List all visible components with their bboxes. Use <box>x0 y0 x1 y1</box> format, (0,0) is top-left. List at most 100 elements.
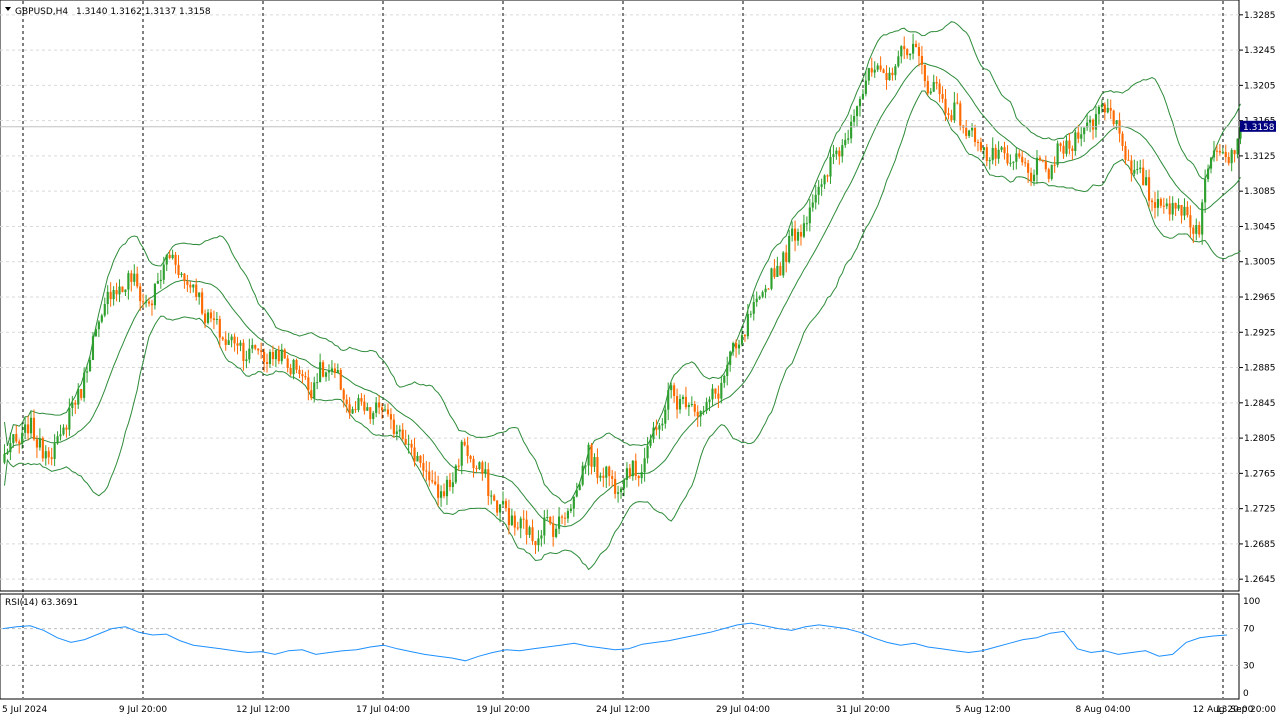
candle-body <box>569 508 572 512</box>
candle-body <box>1074 132 1077 152</box>
candle-body <box>906 49 909 56</box>
candle-body <box>6 452 9 454</box>
candle-body <box>894 66 897 76</box>
candle-body <box>628 468 631 477</box>
candle-body <box>549 516 552 524</box>
candle-body <box>1233 150 1236 155</box>
candle-body <box>431 480 434 482</box>
candle-body <box>1212 150 1216 158</box>
price-tick-label: 1.2925 <box>1244 328 1276 338</box>
candle-body <box>142 301 145 303</box>
price-tick-label: 1.3045 <box>1244 222 1276 232</box>
time-tick-label: 19 Jul 20:00 <box>476 705 530 715</box>
candle-body <box>560 516 564 518</box>
candle-body <box>460 441 463 466</box>
candle-body <box>681 396 685 400</box>
candle-body <box>1009 162 1012 164</box>
candle-body <box>708 399 711 402</box>
candle-body <box>286 358 289 368</box>
candle-body <box>307 377 310 391</box>
rsi-pane[interactable] <box>0 593 1240 700</box>
candle-body <box>1050 164 1053 179</box>
candle-body <box>932 81 935 92</box>
rsi-label: RSI(14) 63.3691 <box>5 598 78 608</box>
price-axis: 1.32851.32451.32051.31651.31251.30851.30… <box>1239 11 1276 585</box>
candle-body <box>378 402 381 408</box>
candle-body <box>1018 153 1021 157</box>
main-pane[interactable] <box>0 0 1240 592</box>
candle-body <box>988 160 991 162</box>
candle-body <box>91 336 95 361</box>
candle-body <box>12 434 15 444</box>
candle-body <box>9 443 12 453</box>
candle-body <box>693 404 696 412</box>
candle-body <box>646 445 649 459</box>
candle-body <box>900 46 903 57</box>
candle-body <box>864 80 867 94</box>
candle-body <box>605 466 608 478</box>
candle-body <box>389 414 392 420</box>
candle-body <box>445 479 449 497</box>
candle-body <box>667 390 670 410</box>
chevron-down-icon[interactable] <box>5 7 11 11</box>
candle-body <box>1097 106 1100 115</box>
candle-body <box>1041 160 1044 162</box>
candle-body <box>976 142 980 144</box>
candle-body <box>785 252 788 262</box>
candle-body <box>944 98 947 114</box>
price-tick-label: 1.2765 <box>1244 469 1276 479</box>
candle-body <box>1153 202 1157 208</box>
candle-body <box>422 462 425 471</box>
candle-body <box>442 491 446 497</box>
candle-body <box>41 438 44 459</box>
candle-body <box>525 519 528 535</box>
candle-body <box>27 424 30 434</box>
candle-body <box>926 81 929 94</box>
candle-body <box>21 432 24 444</box>
candle-body <box>938 83 941 95</box>
candle-body <box>805 223 808 225</box>
candle-body <box>289 367 292 375</box>
candle-body <box>566 511 569 519</box>
candle-body <box>947 113 950 116</box>
candle-body <box>263 351 266 362</box>
candle-body <box>425 470 428 472</box>
candle-body <box>826 175 829 177</box>
candle-body <box>1239 126 1242 139</box>
candle-body <box>543 517 546 536</box>
candle-body <box>501 501 505 505</box>
candle-body <box>808 207 811 224</box>
candle-body <box>705 401 708 411</box>
candle-body <box>192 284 195 288</box>
candle-body <box>463 441 466 446</box>
candle-body <box>746 314 749 337</box>
candle-body <box>475 468 478 470</box>
time-tick-label: 29 Jul 04:00 <box>716 705 770 715</box>
candle-body <box>1094 114 1098 130</box>
candle-body <box>1227 156 1230 164</box>
price-tick-label: 1.2725 <box>1244 505 1276 515</box>
candle-body <box>767 288 770 290</box>
candle-body <box>97 321 100 330</box>
candle-body <box>876 65 879 70</box>
candle-body <box>673 385 676 397</box>
candle-body <box>634 460 637 477</box>
time-tick-label: 12 Jul 12:00 <box>236 705 290 715</box>
candle-body <box>1183 206 1186 216</box>
candle-body <box>743 335 746 337</box>
candle-body <box>1186 206 1189 216</box>
candle-body <box>204 313 207 323</box>
candle-body <box>295 359 298 370</box>
candle-body <box>121 286 124 292</box>
candle-body <box>655 427 658 430</box>
candle-body <box>215 319 218 321</box>
candle-body <box>35 439 38 448</box>
candle-body <box>71 402 74 408</box>
candle-body <box>552 523 555 537</box>
candle-body <box>1086 122 1089 128</box>
candle-body <box>437 484 440 498</box>
candle-body <box>466 445 469 457</box>
candle-body <box>923 64 926 82</box>
candle-body <box>587 444 590 466</box>
